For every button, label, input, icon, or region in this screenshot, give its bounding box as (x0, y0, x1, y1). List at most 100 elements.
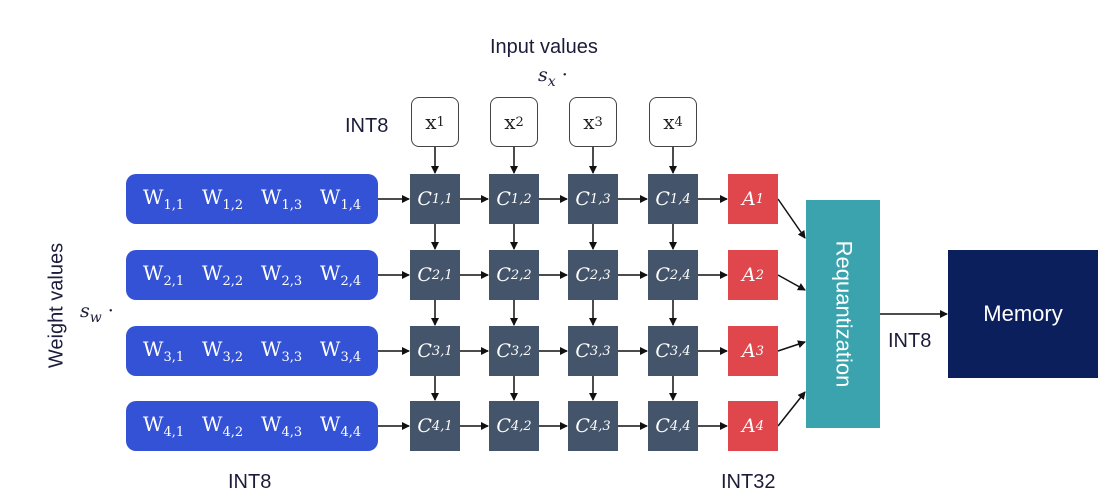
compute-cell-4-1: C 4,1 (410, 401, 460, 451)
compute-cell-1-3: C 1,3 (568, 174, 618, 224)
compute-symbol: C (417, 415, 432, 437)
weight-cell: W1,1 (143, 185, 184, 213)
weight-cell: W4,1 (143, 412, 184, 440)
weight-symbol: W (319, 337, 341, 361)
accumulator-symbol: A (741, 415, 756, 437)
weight-cell: W1,2 (202, 185, 243, 213)
weight-cell: W3,2 (202, 337, 243, 365)
compute-symbol: C (655, 188, 670, 210)
compute-subscript: 2,1 (431, 267, 453, 283)
weight-symbol: W (260, 337, 282, 361)
compute-cell-4-2: C 4,2 (489, 401, 539, 451)
weight-subscript: 3,3 (281, 350, 303, 365)
weight-row-3: W3,1 W3,2 W3,3 W3,4 (126, 326, 378, 376)
int8-output-label: INT8 (888, 330, 932, 352)
compute-symbol: C (655, 340, 670, 362)
accumulator-subscript: 4 (755, 418, 764, 434)
accumulator-symbol: A (741, 340, 756, 362)
compute-symbol: C (655, 264, 670, 286)
weight-symbol: W (201, 185, 223, 209)
to-requant-arrow-2 (777, 274, 806, 291)
compute-subscript: 1,2 (510, 191, 532, 207)
compute-subscript: 4,3 (589, 418, 611, 434)
weight-cell: W2,1 (143, 261, 184, 289)
weight-subscript: 3,4 (340, 350, 362, 365)
compute-cell-1-2: C 1,2 (489, 174, 539, 224)
compute-cell-3-3: C 3,3 (568, 326, 618, 376)
accumulator-subscript: 2 (755, 267, 764, 283)
weight-subscript: 4,1 (163, 425, 185, 440)
compute-symbol: C (417, 340, 432, 362)
compute-cell-2-1: C 2,1 (410, 250, 460, 300)
input-symbol: x (663, 110, 675, 134)
weight-symbol: W (260, 412, 282, 436)
weight-row-1: W1,1 W1,2 W1,3 W1,4 (126, 174, 378, 224)
weight-symbol: W (319, 261, 341, 285)
weight-symbol: W (201, 412, 223, 436)
accumulator-subscript: 3 (755, 343, 764, 359)
weight-cell: W3,1 (143, 337, 184, 365)
weight-subscript: 1,4 (340, 198, 362, 213)
input-values-label: Input values (490, 36, 598, 58)
compute-symbol: C (417, 264, 432, 286)
weight-symbol: W (260, 185, 282, 209)
weight-symbol: W (142, 337, 164, 361)
weight-subscript: 1,2 (222, 198, 244, 213)
compute-subscript: 4,1 (431, 418, 453, 434)
weight-subscript: 3,2 (222, 350, 244, 365)
input-scale-dot: · (561, 64, 568, 86)
compute-symbol: C (417, 188, 432, 210)
weight-subscript: 3,1 (163, 350, 185, 365)
weight-cell: W3,4 (320, 337, 361, 365)
compute-subscript: 2,4 (669, 267, 691, 283)
int8-input-label: INT8 (345, 115, 389, 137)
weight-cell: W4,3 (261, 412, 302, 440)
weight-subscript: 4,2 (222, 425, 244, 440)
weight-symbol: W (319, 412, 341, 436)
accumulator-symbol: A (741, 264, 756, 286)
compute-symbol: C (655, 415, 670, 437)
input-scale-symbol: s (538, 64, 548, 86)
int32-label: INT32 (721, 471, 776, 493)
compute-subscript: 4,2 (510, 418, 532, 434)
weight-subscript: 2,2 (222, 274, 244, 289)
weight-values-label: Weight values (45, 242, 68, 369)
requantization-block: Requantization (806, 200, 880, 428)
weight-subscript: 2,3 (281, 274, 303, 289)
compute-subscript: 1,3 (589, 191, 611, 207)
weight-symbol: W (319, 185, 341, 209)
weight-cell: W4,4 (320, 412, 361, 440)
compute-cell-4-3: C 4,3 (568, 401, 618, 451)
input-subscript: 4 (674, 114, 683, 130)
weight-cell: W1,4 (320, 185, 361, 213)
compute-subscript: 1,4 (669, 191, 691, 207)
input-subscript: 2 (515, 114, 524, 130)
memory-block: Memory (948, 250, 1098, 378)
compute-symbol: C (575, 188, 590, 210)
compute-subscript: 1,1 (431, 191, 453, 207)
input-scale-subscript: x (547, 73, 556, 90)
weight-cell: W3,3 (261, 337, 302, 365)
weight-subscript: 2,1 (163, 274, 185, 289)
input-symbol: x (504, 110, 516, 134)
input-symbol: x (425, 110, 437, 134)
compute-cell-1-4: C 1,4 (648, 174, 698, 224)
weight-scale-subscript: w (89, 309, 102, 326)
weight-symbol: W (201, 261, 223, 285)
compute-symbol: C (496, 264, 511, 286)
weight-row-4: W4,1 W4,2 W4,3 W4,4 (126, 401, 378, 451)
to-requant-arrow-4 (777, 391, 806, 427)
compute-subscript: 2,3 (589, 267, 611, 283)
accumulator-symbol: A (741, 188, 756, 210)
weight-symbol: W (142, 261, 164, 285)
accumulator-subscript: 1 (755, 191, 764, 207)
weight-cell: W2,3 (261, 261, 302, 289)
weight-scale-dot: · (107, 300, 114, 322)
compute-cell-3-1: C 3,1 (410, 326, 460, 376)
